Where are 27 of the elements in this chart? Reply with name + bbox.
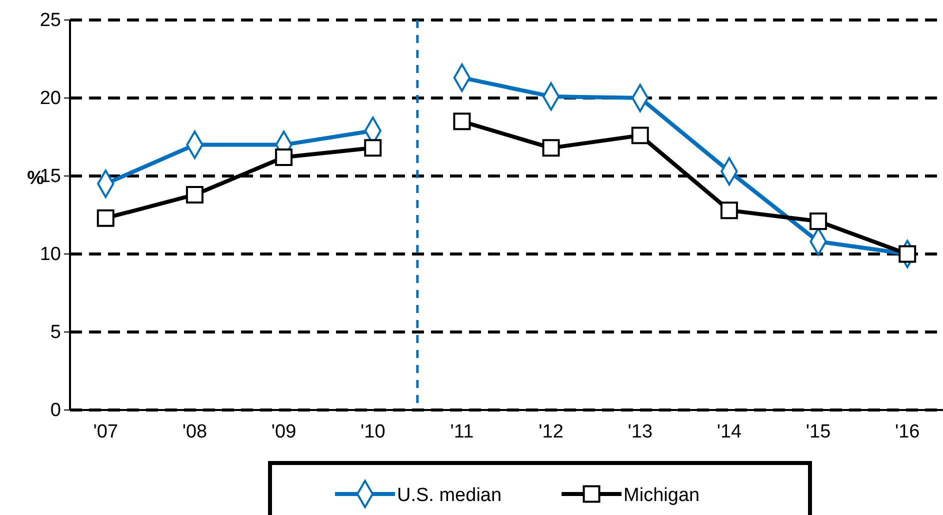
point (275, 148, 293, 166)
y-tick-label: 5 (50, 322, 61, 344)
x-tick-label: '13 (628, 421, 653, 442)
x-tick-label: '08 (182, 421, 208, 442)
x-tick-label: '15 (806, 421, 831, 442)
x-tick-label: '16 (894, 421, 920, 442)
point (96, 209, 114, 227)
point (810, 212, 828, 230)
point (898, 245, 916, 263)
x-tick-label: '12 (538, 421, 564, 442)
point (542, 139, 560, 157)
point (453, 112, 471, 130)
y-tick-label: 20 (40, 88, 61, 110)
y-tick-label: 25 (40, 10, 61, 32)
x-tick-label: '07 (93, 421, 118, 442)
y-tick-label: 10 (40, 244, 61, 266)
point (186, 186, 204, 204)
point (364, 139, 382, 157)
point (631, 126, 649, 144)
legend-label: U.S. median (397, 485, 502, 506)
x-tick-label: '09 (271, 421, 296, 442)
legend-label: Michigan (624, 485, 700, 506)
y-tick-label: 0 (50, 400, 61, 422)
point (720, 202, 738, 220)
x-tick-label: '14 (716, 421, 742, 442)
x-tick-label: '10 (360, 421, 386, 442)
x-tick-label: '11 (450, 421, 474, 442)
